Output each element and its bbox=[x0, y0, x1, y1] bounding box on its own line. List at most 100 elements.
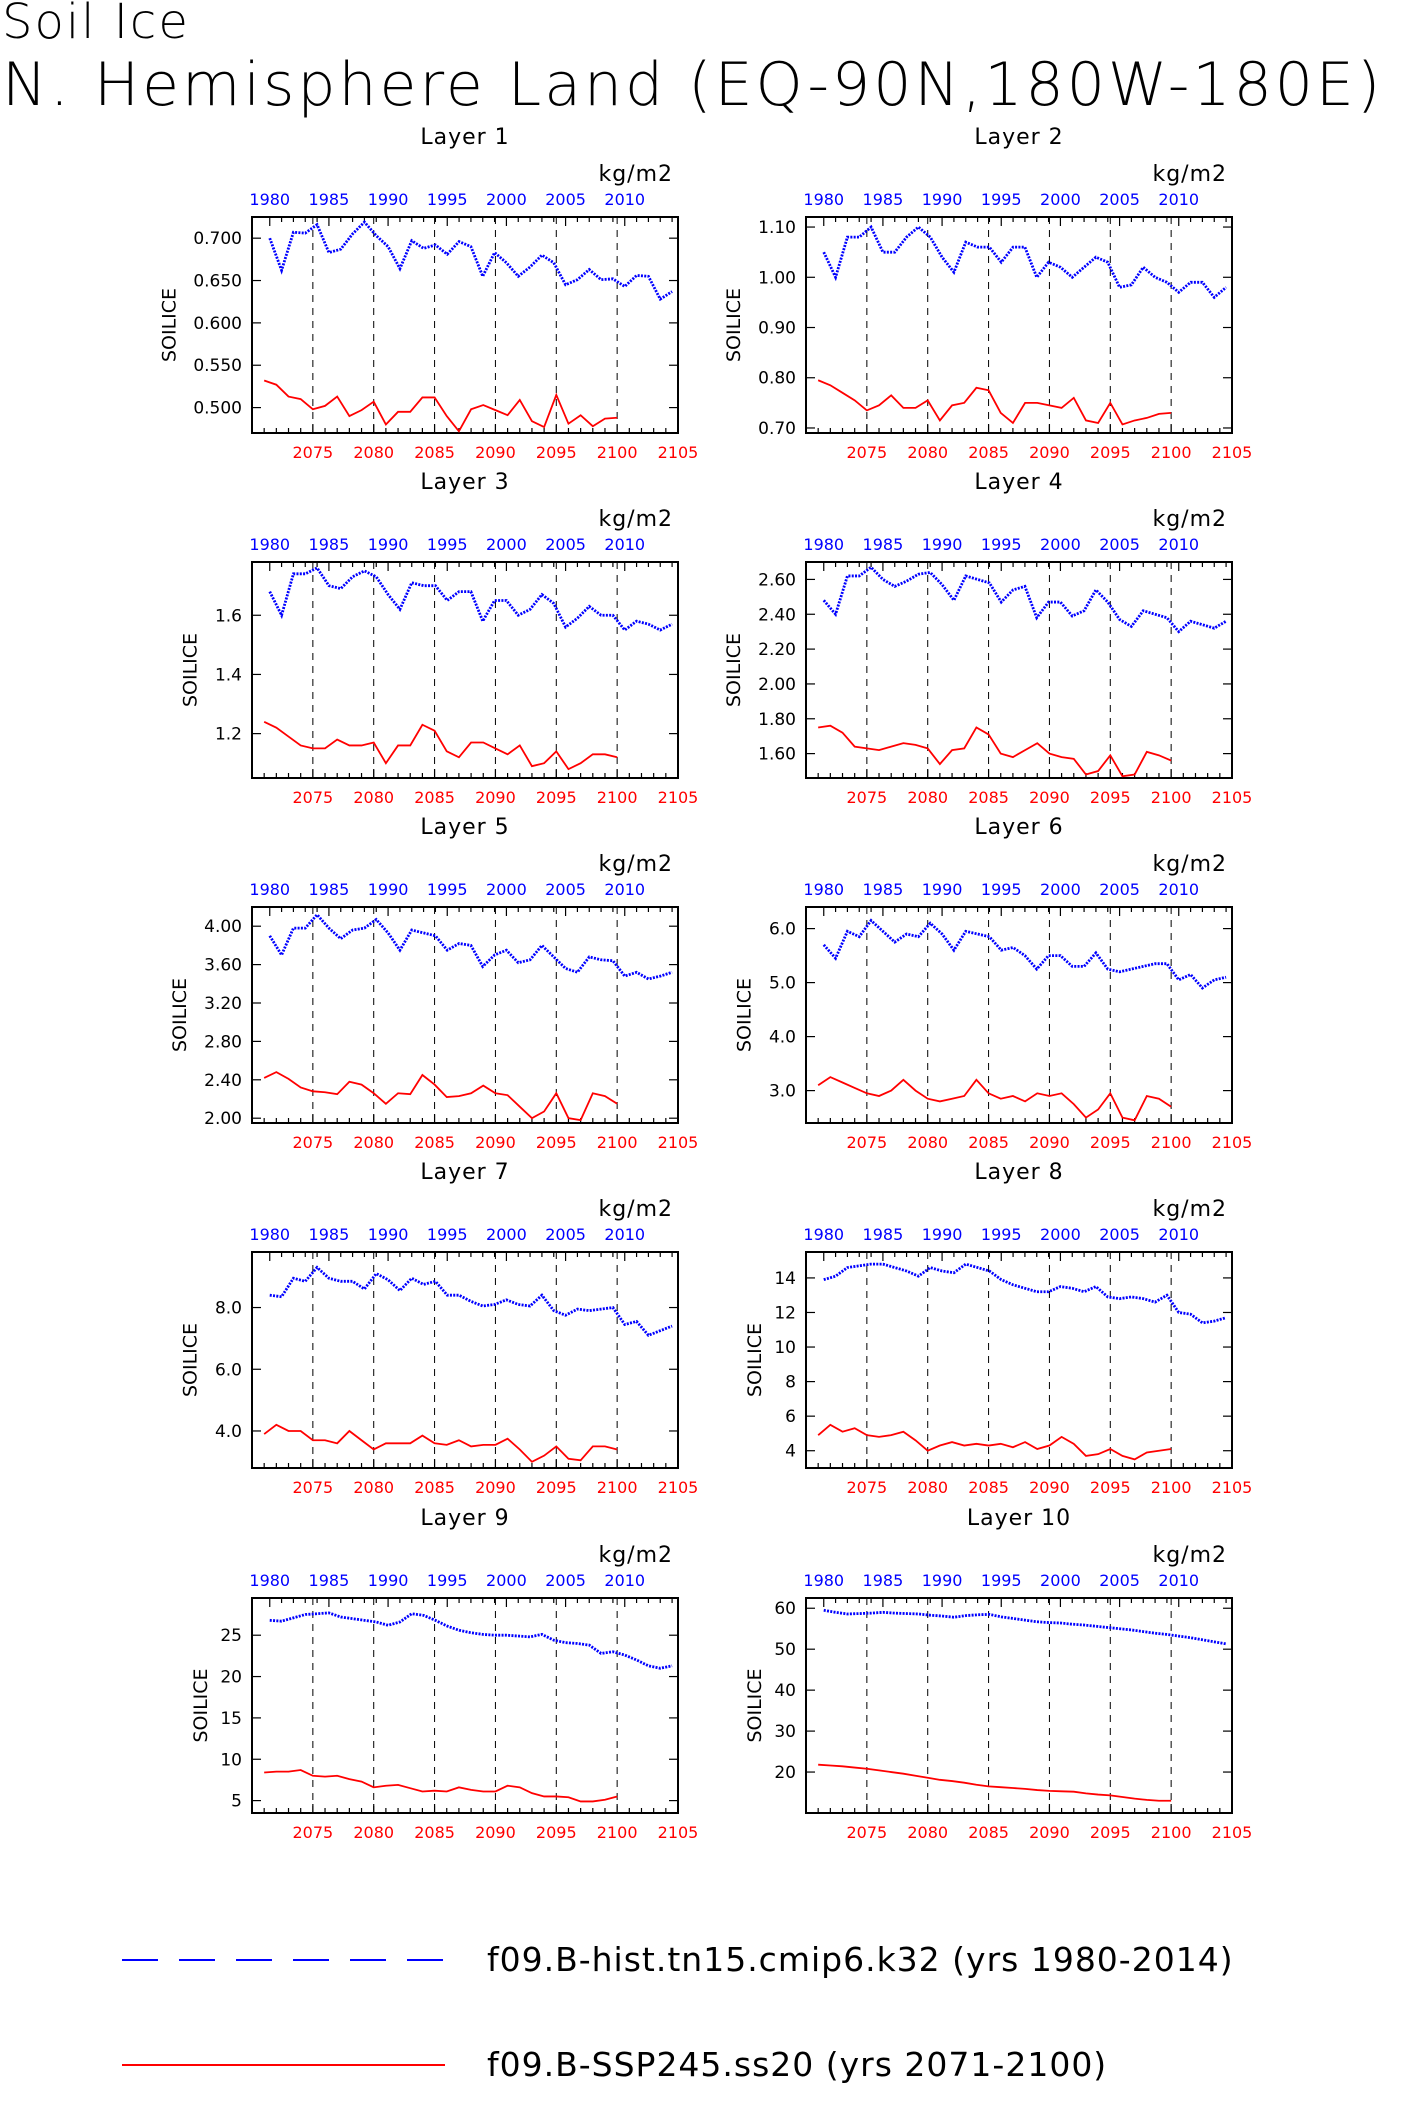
bottom-tick-label: 2080 bbox=[907, 1133, 948, 1152]
y-axis-label: SOILICE bbox=[190, 1668, 212, 1742]
units-label: kg/m2 bbox=[1152, 162, 1227, 187]
y-tick-label: 0.90 bbox=[758, 319, 796, 339]
plot-frame bbox=[805, 1251, 1233, 1469]
panel-title: Layer 4 bbox=[974, 470, 1063, 495]
top-tick-label: 1990 bbox=[368, 190, 409, 209]
top-tick-label: 1980 bbox=[803, 535, 844, 554]
top-tick-label: 2000 bbox=[1040, 880, 1081, 899]
y-tick-label: 1.2 bbox=[215, 725, 242, 745]
y-tick-label: 1.60 bbox=[758, 745, 796, 765]
y-tick-label: 6.0 bbox=[215, 1360, 242, 1380]
bottom-tick-label: 2105 bbox=[1212, 1133, 1253, 1152]
series-ssp-line bbox=[817, 379, 1172, 426]
top-tick-label: 1990 bbox=[922, 1571, 963, 1590]
panel-title: Layer 3 bbox=[420, 470, 509, 495]
y-tick-label: 10 bbox=[774, 1338, 796, 1358]
series-hist-line bbox=[269, 1611, 673, 1670]
top-tick-label: 1995 bbox=[427, 190, 468, 209]
top-tick-label: 2010 bbox=[604, 190, 645, 209]
y-axis-label: SOILICE bbox=[723, 633, 745, 707]
y-tick-label: 6 bbox=[785, 1407, 796, 1427]
plot-frame bbox=[251, 1251, 679, 1469]
bottom-tick-label: 2090 bbox=[1029, 1823, 1070, 1842]
y-tick-label: 15 bbox=[220, 1709, 242, 1729]
top-tick-label: 2000 bbox=[1040, 1225, 1081, 1244]
bottom-tick-label: 2085 bbox=[968, 1133, 1009, 1152]
series-hist-line bbox=[822, 565, 1227, 634]
chart-panel-8: Layer 8 kg/m2 1980 1985 1990 1995 2000 2005 2010… bbox=[744, 1160, 1252, 1497]
bottom-tick-label: 2075 bbox=[292, 1823, 333, 1842]
bottom-tick-label: 2075 bbox=[846, 1478, 887, 1497]
title-line-1: Soil Ice bbox=[2, 0, 190, 50]
series-ssp-line bbox=[264, 1769, 618, 1803]
y-tick-label: 4 bbox=[785, 1442, 796, 1462]
bottom-tick-label: 2095 bbox=[536, 443, 577, 462]
bottom-tick-label: 2085 bbox=[968, 443, 1009, 462]
bottom-tick-label: 2080 bbox=[907, 443, 948, 462]
chart-panel-1: Layer 1 kg/m2 1980 1985 1990 1995 2000 2005 2010… bbox=[159, 125, 699, 462]
chart-panel-10: Layer 10 kg/m2 1980 1985 1990 1995 2000 2005 201… bbox=[744, 1506, 1252, 1842]
bottom-tick-label: 2085 bbox=[414, 788, 455, 807]
bottom-tick-label: 2075 bbox=[846, 1823, 887, 1842]
legend-swatch-hist bbox=[122, 1959, 450, 1961]
y-tick-label: 1.80 bbox=[758, 710, 796, 730]
y-tick-label: 50 bbox=[774, 1640, 796, 1660]
series-ssp-line bbox=[817, 1076, 1172, 1122]
bottom-tick-label: 2090 bbox=[475, 788, 516, 807]
y-tick-label: 0.500 bbox=[193, 399, 242, 419]
y-tick-label: 2.00 bbox=[204, 1109, 242, 1129]
bottom-tick-label: 2095 bbox=[536, 1478, 577, 1497]
top-tick-label: 2005 bbox=[545, 535, 586, 554]
top-tick-label: 2000 bbox=[486, 190, 527, 209]
legend-label-hist: f09.B-hist.tn15.cmip6.k32 (yrs 1980-2014… bbox=[487, 1940, 1234, 1979]
top-tick-label: 1995 bbox=[427, 535, 468, 554]
y-tick-label: 12 bbox=[774, 1303, 796, 1323]
top-tick-label: 1985 bbox=[863, 1225, 904, 1244]
y-tick-label: 5 bbox=[231, 1792, 242, 1812]
y-axis-label: SOILICE bbox=[180, 633, 202, 707]
panel-title: Layer 9 bbox=[420, 1506, 509, 1531]
top-tick-label: 2010 bbox=[604, 880, 645, 899]
series-hist-line bbox=[268, 220, 673, 302]
top-tick-label: 1985 bbox=[863, 535, 904, 554]
top-tick-label: 2000 bbox=[1040, 1571, 1081, 1590]
bottom-tick-label: 2090 bbox=[475, 1823, 516, 1842]
top-tick-label: 2005 bbox=[545, 1571, 586, 1590]
top-tick-label: 2000 bbox=[1040, 190, 1081, 209]
plot-frame bbox=[805, 906, 1233, 1124]
y-tick-label: 4.0 bbox=[215, 1422, 242, 1442]
bottom-tick-label: 2105 bbox=[1212, 1478, 1253, 1497]
y-axis-label: SOILICE bbox=[169, 978, 191, 1052]
top-tick-label: 1980 bbox=[803, 190, 844, 209]
bottom-tick-label: 2075 bbox=[846, 1133, 887, 1152]
bottom-tick-label: 2080 bbox=[907, 1478, 948, 1497]
title-line-2: N. Hemisphere Land (EQ-90N,180W-180E) bbox=[2, 50, 1384, 120]
y-tick-label: 5.0 bbox=[769, 974, 796, 994]
top-tick-label: 1990 bbox=[922, 880, 963, 899]
bottom-tick-label: 2075 bbox=[846, 443, 887, 462]
bottom-tick-label: 2085 bbox=[414, 1823, 455, 1842]
series-ssp-line bbox=[263, 1423, 618, 1463]
top-tick-label: 1985 bbox=[309, 190, 350, 209]
series-ssp-line bbox=[818, 724, 1172, 778]
chart-panel-7: Layer 7 kg/m2 1980 1985 1990 1995 2000 2005 2010… bbox=[180, 1160, 699, 1497]
series-ssp-line bbox=[818, 1763, 1172, 1802]
top-tick-label: 1980 bbox=[249, 880, 290, 899]
series-ssp-line bbox=[817, 1423, 1172, 1461]
y-tick-label: 2.00 bbox=[758, 675, 796, 695]
series-ssp-line bbox=[263, 720, 618, 771]
top-tick-label: 1990 bbox=[922, 190, 963, 209]
top-tick-label: 2010 bbox=[604, 1571, 645, 1590]
y-tick-label: 25 bbox=[220, 1626, 242, 1646]
top-tick-label: 1995 bbox=[427, 1571, 468, 1590]
y-tick-label: 0.80 bbox=[758, 369, 796, 389]
panel-title: Layer 10 bbox=[967, 1506, 1071, 1531]
legend: f09.B-hist.tn15.cmip6.k32 (yrs 1980-2014… bbox=[0, 1930, 1412, 2119]
panel-title: Layer 8 bbox=[974, 1160, 1063, 1185]
series-hist-line bbox=[823, 1262, 1227, 1325]
y-tick-label: 3.0 bbox=[769, 1082, 796, 1102]
y-tick-label: 60 bbox=[774, 1599, 796, 1619]
bottom-tick-label: 2100 bbox=[1151, 1823, 1192, 1842]
y-tick-label: 3.20 bbox=[204, 994, 242, 1014]
top-tick-label: 1990 bbox=[368, 880, 409, 899]
